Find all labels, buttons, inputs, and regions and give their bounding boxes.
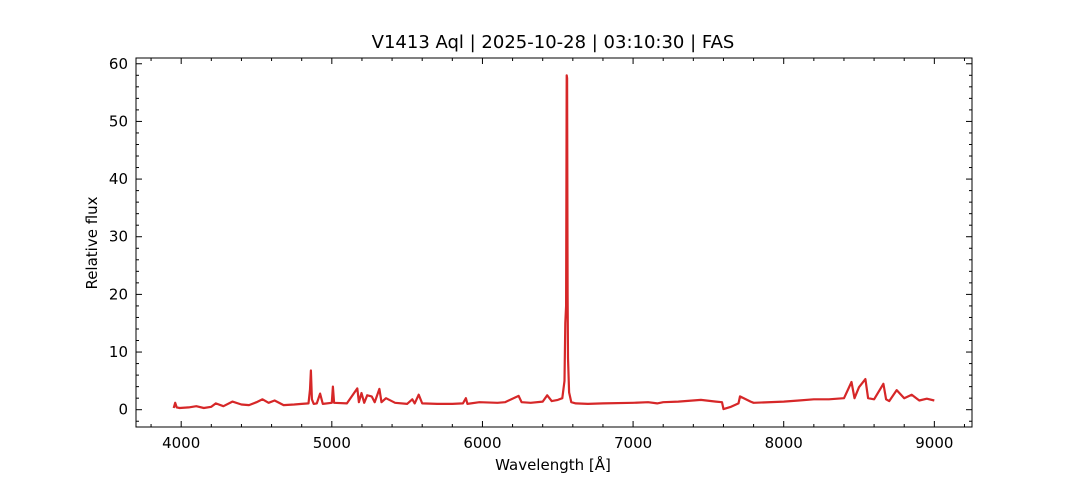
y-tick-label: 50 <box>109 112 128 130</box>
spectrum-line-0 <box>172 74 935 411</box>
y-tick-label: 40 <box>109 170 128 188</box>
x-axis-label: Wavelength [Å] <box>495 455 611 474</box>
x-tick-label: 8000 <box>765 434 803 452</box>
y-axis-label: Relative flux <box>83 196 101 289</box>
x-tick-label: 9000 <box>915 434 953 452</box>
plot-frame <box>135 57 973 428</box>
y-tick-label: 60 <box>109 55 128 73</box>
x-tick-label: 6000 <box>463 434 501 452</box>
axis-ticks: 4000 5000 6000 7000 8000 9000 0 10 20 30 40 50 60 <box>109 55 972 452</box>
x-tick-label: 4000 <box>162 434 200 452</box>
y-tick-label: 0 <box>118 401 128 419</box>
y-tick-label: 10 <box>109 343 128 361</box>
series-layer <box>172 74 935 411</box>
chart-title: V1413 Aql | 2025-10-28 | 03:10:30 | FAS <box>372 32 735 53</box>
x-tick-label: 7000 <box>614 434 652 452</box>
y-tick-label: 30 <box>109 228 128 246</box>
x-tick-label: 5000 <box>313 434 351 452</box>
y-tick-label: 20 <box>109 285 128 303</box>
